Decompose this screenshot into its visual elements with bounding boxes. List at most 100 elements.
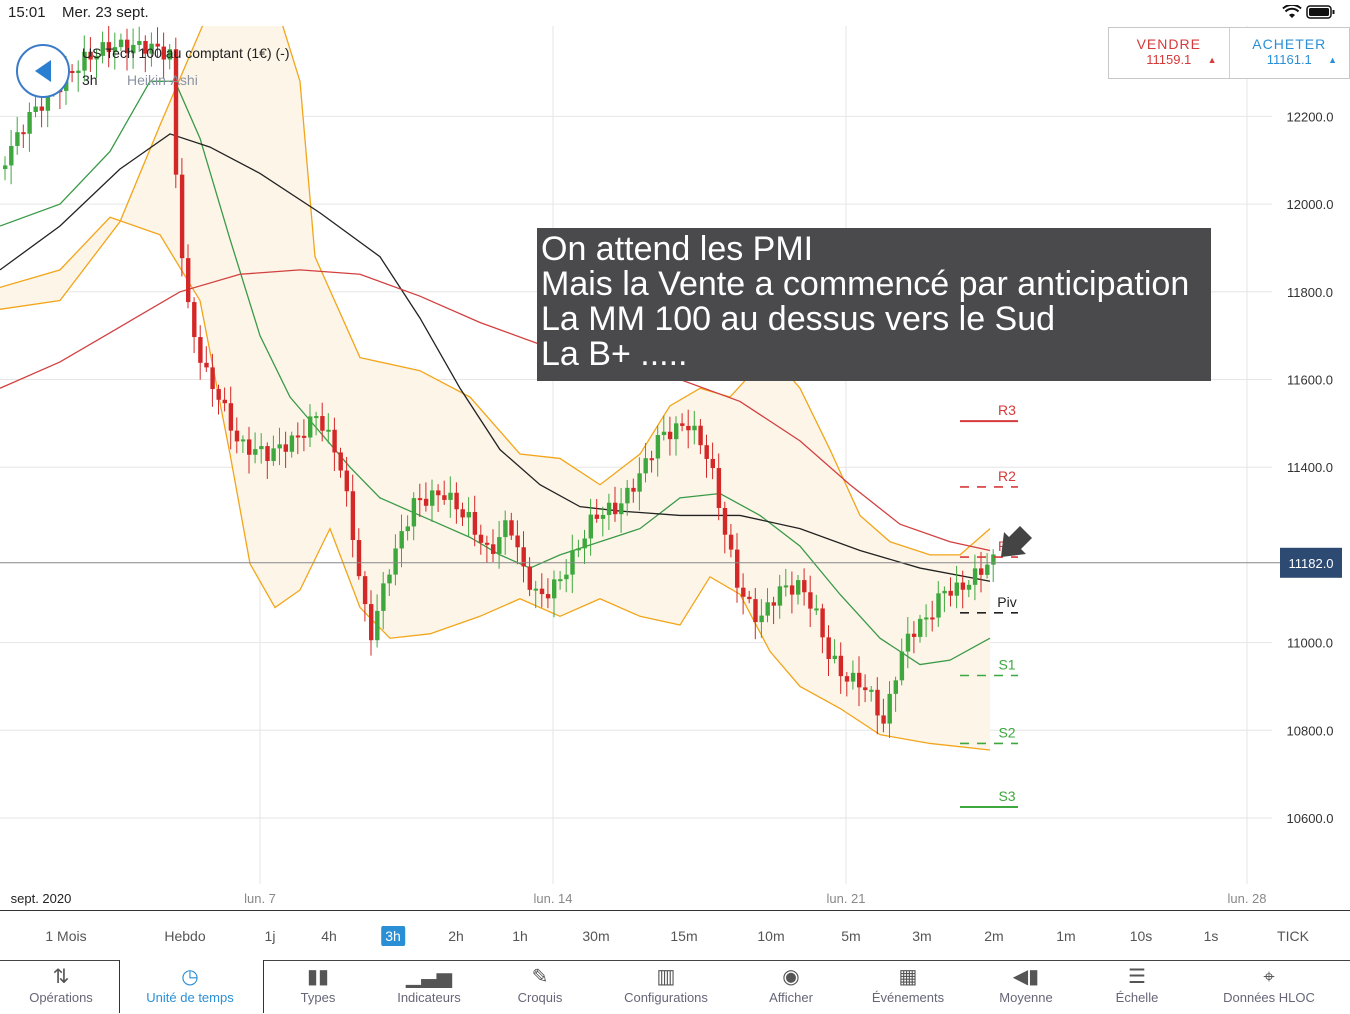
candle <box>497 520 502 569</box>
wifi-icon <box>1282 3 1302 18</box>
candle <box>716 453 722 521</box>
candle <box>625 480 630 516</box>
candle <box>460 502 465 526</box>
candle <box>838 642 844 694</box>
toolbar-speaker-button[interactable]: ◀▮ Moyenne <box>999 962 1052 1013</box>
toolbar-bar-chart-button[interactable]: ▁▃▅ Indicateurs <box>397 962 461 1013</box>
bollinger-upper-line <box>0 26 991 556</box>
candle <box>863 674 868 703</box>
candle <box>918 614 923 643</box>
sell-button[interactable]: VENDRE 11159.1 ▲ <box>1109 28 1230 78</box>
y-tick-label: 10800.0 <box>1287 723 1334 738</box>
back-button[interactable] <box>16 44 70 98</box>
timeframe-3h[interactable]: 3h <box>381 926 405 946</box>
candle <box>204 346 209 372</box>
toolbar-layout-button[interactable]: ▥ Configurations <box>624 962 708 1013</box>
up-triangle-icon: ▲ <box>1328 55 1337 65</box>
candle <box>259 433 264 464</box>
timeframe-1h[interactable]: 1h <box>512 928 528 944</box>
candle <box>698 419 703 455</box>
candle <box>143 35 148 73</box>
toolbar-arrows-updown-button[interactable]: ⇅ Opérations <box>29 962 93 1013</box>
candle <box>350 474 356 558</box>
candle <box>118 33 124 51</box>
status-icons <box>1282 3 1336 22</box>
arrows-updown-icon: ⇅ <box>52 966 70 988</box>
timeframe-hebdo[interactable]: Hebdo <box>164 928 206 944</box>
annotation-note[interactable]: On attend les PMI Mais la Vente a commenc… <box>537 228 1211 381</box>
candle <box>667 416 673 456</box>
x-tick-label: lun. 28 <box>1227 891 1266 906</box>
timeframe-1-mois[interactable]: 1 Mois <box>45 928 87 944</box>
candle <box>326 413 331 444</box>
toolbar-target-button[interactable]: ⌖ Données HLOC <box>1223 962 1315 1013</box>
timeframe-4h[interactable]: 4h <box>321 928 337 944</box>
bar-chart-icon: ▁▃▅ <box>405 966 453 988</box>
candle <box>253 432 258 464</box>
price-chart[interactable]: R3R2R1PivS1S2S311182.012200.012000.01180… <box>0 26 1350 910</box>
candle <box>405 515 410 541</box>
y-tick-label: 11000.0 <box>1287 636 1333 651</box>
toolbar-calendar-button[interactable]: ▦ Événements <box>872 962 944 1013</box>
candle <box>27 102 32 152</box>
candle <box>893 676 898 712</box>
timeframe-10m[interactable]: 10m <box>757 928 785 944</box>
timeframe-5m[interactable]: 5m <box>841 928 861 944</box>
candle <box>552 570 557 618</box>
candle <box>247 426 252 474</box>
candle <box>728 523 734 558</box>
timeframe-15m[interactable]: 15m <box>670 928 698 944</box>
candle <box>320 402 325 442</box>
timeframe-10s[interactable]: 10s <box>1129 928 1153 944</box>
candle <box>161 32 166 79</box>
buy-price: 11161.1 <box>1266 52 1312 67</box>
current-price-text: 11182.0 <box>1288 556 1333 571</box>
current-price-badge <box>1280 547 1342 578</box>
buy-label: ACHETER <box>1252 36 1327 52</box>
timeframe-1j[interactable]: 1j <box>264 928 276 944</box>
toolbar-candles-button[interactable]: ▮▮ Types <box>301 962 336 1013</box>
toolbar-eye-button[interactable]: ◉ Afficher <box>769 962 813 1013</box>
candle <box>21 124 26 148</box>
timeframe-2m[interactable]: 2m <box>984 928 1004 944</box>
candle <box>362 571 368 622</box>
candle <box>783 568 789 597</box>
candle <box>289 431 295 458</box>
candle <box>704 434 709 478</box>
status-bar: 15:01 Mer. 23 sept. <box>0 0 1350 26</box>
candle <box>423 482 429 512</box>
x-tick-label: sept. 2020 <box>11 891 72 906</box>
candle <box>82 35 87 82</box>
timeframe-2h[interactable]: 2h <box>448 928 464 944</box>
candle <box>820 603 825 654</box>
candle <box>308 404 313 447</box>
timeframe-3m[interactable]: 3m <box>912 928 932 944</box>
pivot-label-r3: R3 <box>998 402 1016 418</box>
candle <box>942 586 947 613</box>
y-tick-label: 10600.0 <box>1287 811 1334 826</box>
y-tick-label: 11600.0 <box>1287 373 1333 388</box>
candle <box>680 413 685 432</box>
ma-red-line <box>0 269 991 552</box>
chart-area[interactable]: R3R2R1PivS1S2S311182.012200.012000.01180… <box>0 26 1350 910</box>
chart-type-label: Heikin-Ashi <box>127 72 198 88</box>
toolbar-pencil-button[interactable]: ✎ Croquis <box>518 962 563 1013</box>
timeframe-30m[interactable]: 30m <box>582 928 610 944</box>
timeframe-1s[interactable]: 1s <box>1203 928 1219 944</box>
candle <box>448 476 453 518</box>
toolbar-clock-button[interactable]: ◷ Unité de temps <box>146 962 233 1013</box>
buy-button[interactable]: ACHETER 11161.1 ▲ <box>1230 28 1350 78</box>
candle <box>436 484 441 512</box>
candle <box>332 417 337 471</box>
timeframe-1m[interactable]: 1m <box>1056 928 1076 944</box>
timeframe-tick[interactable]: TICK <box>1277 928 1309 944</box>
candle <box>753 588 758 640</box>
candle <box>954 565 959 609</box>
toolbar-label: Configurations <box>624 990 708 1005</box>
candle <box>503 510 508 555</box>
candle <box>240 435 246 453</box>
arrow-annotation-icon <box>1001 526 1032 557</box>
toolbar-scale-button[interactable]: ☰ Échelle <box>1116 962 1159 1013</box>
candle <box>210 353 215 407</box>
bollinger-band-fill <box>0 26 990 751</box>
